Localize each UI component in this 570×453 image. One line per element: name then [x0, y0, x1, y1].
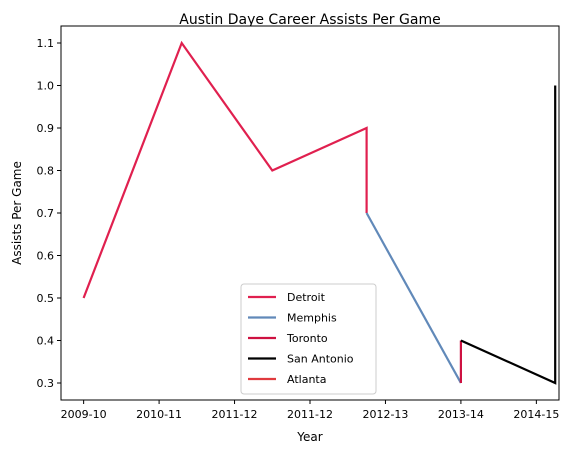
y-axis: 0.3 0.4 0.5 0.6 0.7 0.8 0.9 1.0 1.1: [37, 37, 61, 390]
x-tick-label: 2010-11: [136, 408, 182, 421]
x-tick-label: 2014-15: [513, 408, 559, 421]
y-tick-label: 1.1: [37, 37, 55, 50]
chart-title: Austin Daye Career Assists Per Game: [179, 12, 440, 28]
x-axis: 2009-10 2010-11 2011-12 2011-12 2012-13 2013-…: [61, 400, 559, 421]
y-tick-label: 0.3: [37, 377, 55, 390]
legend-box: [240, 283, 377, 395]
series-line-memphis: [365, 212, 462, 384]
x-tick-label: 2011-12: [212, 408, 258, 421]
y-tick-label: 0.7: [37, 207, 55, 220]
y-tick-label: 0.9: [37, 122, 55, 135]
x-tick-label: 2011-12: [287, 408, 333, 421]
series-line-detroit: [82, 40, 368, 299]
y-axis-label: Assists Per Game: [10, 161, 24, 265]
series-line-san-antonio: [460, 85, 557, 385]
legend: Detroit Memphis Toronto San Antonio Atlanta: [240, 283, 377, 395]
legend-label: Atlanta: [287, 373, 326, 386]
y-tick-label: 1.0: [37, 80, 55, 93]
legend-label: Toronto: [286, 332, 328, 345]
y-tick-label: 0.4: [37, 335, 55, 348]
legend-label: Memphis: [287, 312, 337, 325]
x-tick-label: 2013-14: [438, 408, 484, 421]
legend-label: Detroit: [287, 291, 326, 304]
x-tick-label: 2012-13: [362, 408, 408, 421]
x-tick-label: 2009-10: [61, 408, 107, 421]
legend-label: San Antonio: [287, 353, 354, 366]
y-tick-label: 0.6: [37, 250, 55, 263]
y-tick-label: 0.8: [37, 165, 55, 178]
y-tick-label: 0.5: [37, 292, 55, 305]
x-axis-label: Year: [296, 430, 322, 444]
series-lines: [82, 40, 557, 385]
